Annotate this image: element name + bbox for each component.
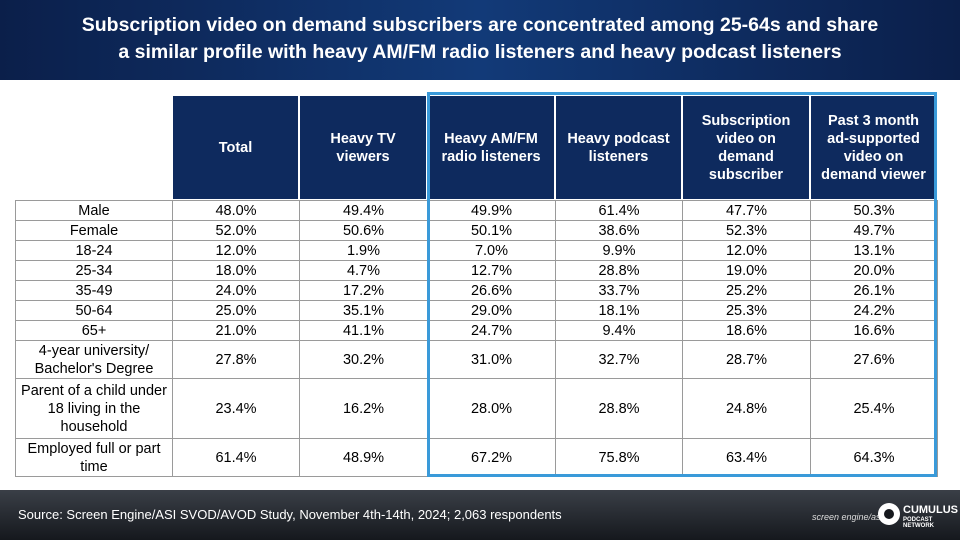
row-label: 18-24 [15,240,173,261]
row-label: Parent of a child under 18 living in the… [15,378,173,439]
data-cell: 28.0% [427,378,556,439]
data-cell: 61.4% [172,438,300,477]
data-cell: 19.0% [682,260,811,281]
data-cell: 29.0% [427,300,556,321]
footer: Source: Screen Engine/ASI SVOD/AVOD Stud… [0,490,960,540]
data-cell: 24.2% [810,300,938,321]
data-cell: 23.4% [172,378,300,439]
row-label: Employed full or part time [15,438,173,477]
data-cell: 25.3% [682,300,811,321]
data-cell: 50.6% [299,220,428,241]
data-cell: 32.7% [555,340,683,379]
data-cell: 26.6% [427,280,556,301]
column-header: Heavy podcast listeners [555,95,682,200]
cumulus-icon [878,503,900,525]
column-header: Past 3 month ad-supported video on deman… [810,95,937,200]
logo-cumulus-sub: PODCAST NETWORK [903,517,934,529]
row-label: 65+ [15,320,173,341]
title-bar: Subscription video on demand subscribers… [0,0,960,80]
data-cell: 49.7% [810,220,938,241]
data-cell: 27.8% [172,340,300,379]
data-cell: 47.7% [682,200,811,221]
data-cell: 18.0% [172,260,300,281]
data-cell: 27.6% [810,340,938,379]
data-cell: 25.0% [172,300,300,321]
data-cell: 33.7% [555,280,683,301]
data-cell: 67.2% [427,438,556,477]
data-cell: 61.4% [555,200,683,221]
data-cell: 49.4% [299,200,428,221]
data-cell: 49.9% [427,200,556,221]
data-cell: 9.9% [555,240,683,261]
row-label: 50-64 [15,300,173,321]
column-header: Subscription video on demand subscriber [682,95,810,200]
data-cell: 75.8% [555,438,683,477]
data-cell: 41.1% [299,320,428,341]
data-cell: 24.0% [172,280,300,301]
data-cell: 17.2% [299,280,428,301]
data-cell: 13.1% [810,240,938,261]
data-cell: 50.1% [427,220,556,241]
data-cell: 25.4% [810,378,938,439]
row-label: Female [15,220,173,241]
row-label: 25-34 [15,260,173,281]
data-cell: 18.1% [555,300,683,321]
column-header: Heavy AM/FM radio listeners [427,95,555,200]
source: Source: Screen Engine/ASI SVOD/AVOD Stud… [18,507,562,522]
data-cell: 16.6% [810,320,938,341]
data-cell: 50.3% [810,200,938,221]
data-cell: 9.4% [555,320,683,341]
title-line: a similar profile with heavy AM/FM radio… [118,41,842,63]
data-cell: 12.7% [427,260,556,281]
data-cell: 20.0% [810,260,938,281]
data-cell: 48.9% [299,438,428,477]
data-cell: 52.3% [682,220,811,241]
data-cell: 1.9% [299,240,428,261]
data-cell: 63.4% [682,438,811,477]
row-label: Male [15,200,173,221]
data-cell: 18.6% [682,320,811,341]
data-cell: 25.2% [682,280,811,301]
data-cell: 38.6% [555,220,683,241]
data-cell: 7.0% [427,240,556,261]
data-cell: 28.8% [555,378,683,439]
column-header: Total [172,95,299,200]
data-cell: 4.7% [299,260,428,281]
data-cell: 31.0% [427,340,556,379]
column-header: Heavy TV viewers [299,95,427,200]
logo-cumulus: CUMULUS [903,504,958,516]
data-cell: 12.0% [682,240,811,261]
data-cell: 28.7% [682,340,811,379]
data-cell: 16.2% [299,378,428,439]
data-cell: 48.0% [172,200,300,221]
data-cell: 30.2% [299,340,428,379]
row-label: 4-year university/ Bachelor's Degree [15,340,173,379]
data-cell: 24.7% [427,320,556,341]
logo-screen-engine: screen engine/asi [812,512,883,522]
data-cell: 35.1% [299,300,428,321]
title-line: Subscription video on demand subscribers… [81,14,879,36]
row-label: 35-49 [15,280,173,301]
data-cell: 28.8% [555,260,683,281]
data-cell: 64.3% [810,438,938,477]
data-cell: 26.1% [810,280,938,301]
data-cell: 52.0% [172,220,300,241]
data-cell: 12.0% [172,240,300,261]
data-cell: 24.8% [682,378,811,439]
data-cell: 21.0% [172,320,300,341]
